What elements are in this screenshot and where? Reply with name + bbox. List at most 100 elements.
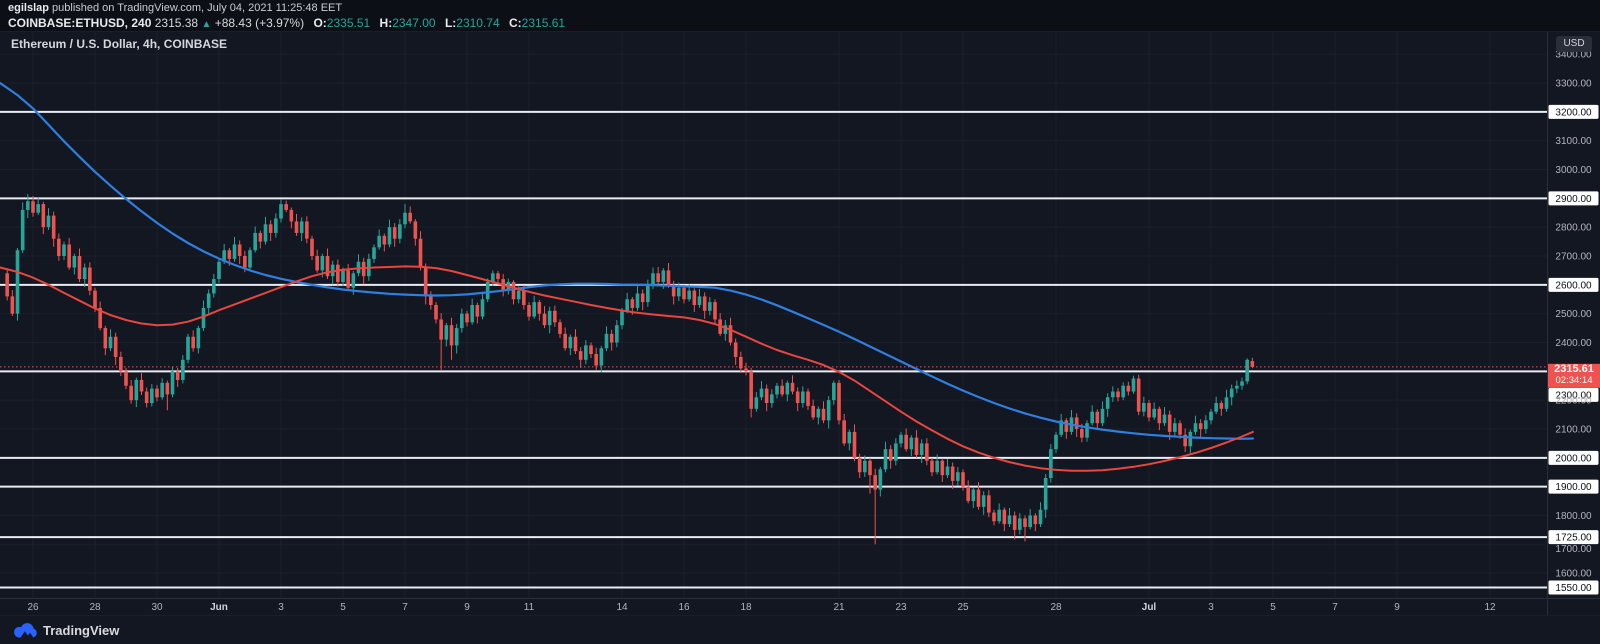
candle-body xyxy=(640,293,645,303)
candle-body xyxy=(733,342,738,357)
currency-label[interactable]: USD xyxy=(1556,36,1592,52)
candle-body xyxy=(144,391,149,404)
footer: TradingView xyxy=(12,619,119,641)
candle-body xyxy=(206,293,211,308)
price-tick-label: 2400.00 xyxy=(1555,338,1592,349)
candle-body xyxy=(310,238,314,257)
candle-body xyxy=(1038,509,1043,525)
candle-body xyxy=(418,238,423,268)
time-tick-label: 26 xyxy=(27,602,39,613)
candle-body xyxy=(103,328,108,349)
candle-body xyxy=(1198,423,1203,429)
candle-body xyxy=(687,290,691,300)
candle-body xyxy=(558,322,562,334)
candle-body xyxy=(801,391,805,404)
level-price-label-text: 3200.00 xyxy=(1555,107,1592,118)
candle-body xyxy=(377,235,381,248)
price-tick-label: 3000.00 xyxy=(1555,165,1592,176)
candle-body xyxy=(299,221,304,233)
time-tick-label: Jul xyxy=(1142,602,1157,613)
level-price-label xyxy=(1548,387,1599,402)
time-axis-hit-area[interactable] xyxy=(0,598,1547,615)
candle-body xyxy=(997,509,1001,522)
candle-body xyxy=(1023,518,1027,528)
candle-body xyxy=(899,434,903,444)
candle-body xyxy=(589,345,593,355)
author-link[interactable]: egilslap xyxy=(8,2,49,14)
candle-body xyxy=(289,209,294,222)
candle-body xyxy=(227,250,232,259)
candle-body xyxy=(449,325,454,346)
candle-body xyxy=(1136,378,1141,412)
candle-body xyxy=(439,319,443,340)
candle-body xyxy=(1033,515,1038,525)
price-axis[interactable]: 3400.00 3300.00 3200.00 3100.00 3000.00 2900.… xyxy=(1547,32,1600,598)
candle-body xyxy=(475,305,480,317)
candle-body xyxy=(222,250,226,262)
open-value: 2335.51 xyxy=(326,16,371,30)
brand-name[interactable]: TradingView xyxy=(43,622,120,638)
candle-body xyxy=(940,460,945,476)
candle-body xyxy=(20,209,25,251)
published-text: published on TradingView.com, July 04, 2… xyxy=(52,2,343,14)
time-tick-label: 9 xyxy=(464,602,470,613)
candle-body xyxy=(465,313,469,323)
candle-body xyxy=(832,382,836,401)
candle-body xyxy=(1193,423,1198,432)
candle-body xyxy=(77,256,82,280)
candle-body xyxy=(1059,420,1063,435)
candle-body xyxy=(661,270,666,282)
candle-body xyxy=(573,336,578,352)
candle-body xyxy=(909,437,914,450)
candle-body xyxy=(1157,408,1162,424)
candle-body xyxy=(837,382,841,421)
time-tick-label: 30 xyxy=(151,602,163,613)
price-tick-label: 2800.00 xyxy=(1555,223,1592,234)
candle-body xyxy=(237,244,242,257)
candle-body xyxy=(888,449,893,461)
price-tick-label: 2500.00 xyxy=(1555,309,1592,320)
price-levels xyxy=(0,110,1547,589)
candle-body xyxy=(563,333,567,349)
candle-body xyxy=(863,460,867,473)
candle-body xyxy=(966,486,970,502)
candle-body xyxy=(1018,518,1022,530)
candle-body xyxy=(1126,385,1131,392)
candle-body xyxy=(1173,423,1177,432)
candle-body xyxy=(392,227,397,239)
candle-body xyxy=(635,293,640,308)
time-tick-label: 16 xyxy=(678,602,690,613)
time-tick-label: 23 xyxy=(895,602,907,613)
level-price-label-text: 1725.00 xyxy=(1555,533,1592,544)
candle-body xyxy=(51,215,56,239)
candle-body xyxy=(1090,411,1094,424)
candle-body xyxy=(274,218,278,233)
candle-body xyxy=(1209,411,1213,421)
candle-body xyxy=(795,391,800,404)
candle-body xyxy=(279,204,283,219)
candle-body xyxy=(408,212,412,222)
level-price-label xyxy=(1548,580,1599,595)
candle-body xyxy=(708,302,712,311)
candle-body xyxy=(868,460,872,476)
tradingview-logo-icon[interactable] xyxy=(12,621,38,639)
candle-body xyxy=(547,310,552,326)
candle-body xyxy=(72,256,77,268)
candle-body xyxy=(57,238,61,257)
candle-body xyxy=(268,224,273,233)
time-axis[interactable]: 26 28 30 Jun 3 5 7 9 11 14 16 18 21 23 25 28 Jul 3 5 7 9 12 xyxy=(0,598,1547,615)
candle-body xyxy=(754,397,759,409)
candle-body xyxy=(1245,359,1249,382)
close-label: C: xyxy=(509,16,522,30)
candle-body xyxy=(1229,388,1234,398)
candle-body xyxy=(857,457,862,473)
candle-body xyxy=(485,281,490,300)
candle-body xyxy=(1064,420,1069,432)
candle-body xyxy=(1235,385,1239,389)
candle-body xyxy=(945,466,950,476)
candle-body xyxy=(894,443,898,461)
candle-body xyxy=(1224,397,1229,409)
candle-body xyxy=(253,232,257,251)
time-tick-label: 11 xyxy=(524,602,535,613)
